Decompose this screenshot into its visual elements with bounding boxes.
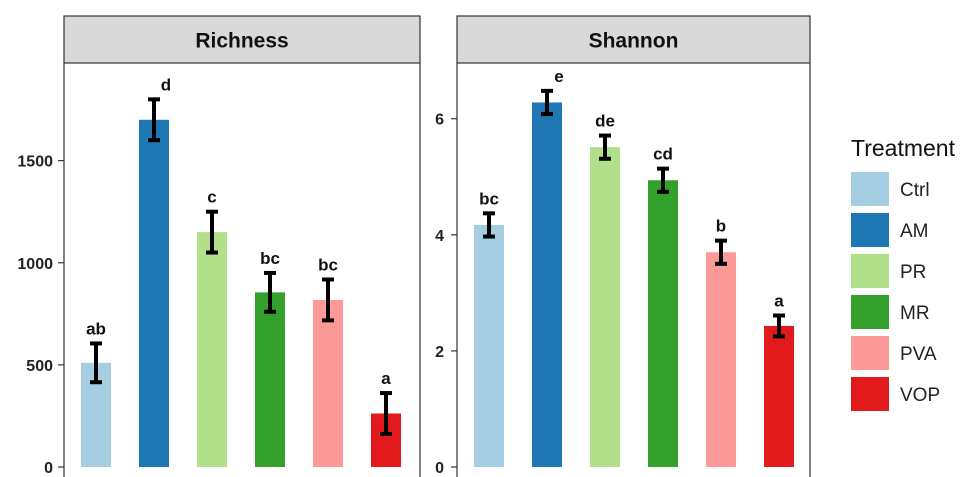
significance-letter: de	[595, 112, 615, 131]
legend-label: AM	[900, 221, 929, 242]
error-bar-mr	[264, 270, 276, 314]
significance-letter: bc	[318, 256, 338, 275]
legend-label: PR	[900, 262, 926, 283]
significance-letter: d	[161, 75, 171, 94]
legend-item-am: AM	[851, 213, 929, 247]
legend-label: Ctrl	[900, 180, 930, 201]
legend-swatch	[851, 254, 889, 288]
legend-swatch	[851, 213, 889, 247]
legend-swatch	[851, 172, 889, 206]
legend: Treatment Ctrl AM PR MR PVA VOP	[851, 135, 956, 411]
significance-letter: bc	[479, 189, 499, 208]
significance-letter: cd	[653, 145, 673, 164]
bar-am	[139, 119, 169, 468]
error-bar-pr	[206, 209, 218, 255]
legend-item-pr: PR	[851, 254, 926, 288]
significance-letter: ab	[86, 319, 106, 338]
error-bar-vop	[380, 391, 392, 436]
y-tick-label: 1500	[17, 154, 53, 171]
y-tick-label: 4	[435, 228, 444, 245]
facet-strip	[63, 15, 421, 64]
error-bar-pva	[715, 238, 727, 266]
panel-richness: Richness 0 500 1000 1500 ab d c bc bc a	[17, 15, 421, 477]
legend-title: Treatment	[851, 135, 956, 161]
legend-label: PVA	[900, 344, 937, 365]
facet-title: Richness	[195, 30, 288, 53]
error-bar-am	[148, 97, 160, 143]
error-bar-ctrl	[483, 211, 495, 239]
significance-letter: a	[381, 369, 391, 388]
legend-swatch	[851, 295, 889, 329]
significance-letter: a	[774, 292, 784, 311]
legend-items: Ctrl AM PR MR PVA VOP	[851, 172, 940, 411]
legend-label: VOP	[900, 385, 940, 406]
bar-mr	[648, 180, 678, 467]
legend-label: MR	[900, 303, 930, 324]
significance-letter: bc	[260, 249, 280, 268]
error-bar-am	[541, 88, 553, 117]
legend-swatch	[851, 336, 889, 370]
bar-mr	[255, 292, 285, 467]
y-tick-label: 2	[435, 344, 444, 361]
bar-vop	[764, 325, 794, 467]
facet-title: Shannon	[589, 30, 679, 53]
significance-letter: c	[207, 188, 216, 207]
significance-letter: b	[716, 217, 726, 236]
y-tick-label: 6	[435, 112, 444, 129]
bar-pva	[313, 299, 343, 467]
legend-swatch	[851, 377, 889, 411]
error-bar-ctrl	[90, 341, 102, 385]
error-bar-vop	[773, 313, 785, 339]
y-tick-label: 0	[44, 460, 53, 477]
legend-item-vop: VOP	[851, 377, 940, 411]
facet-strip	[456, 15, 811, 64]
y-tick-label: 1000	[17, 256, 53, 273]
y-tick-label: 0	[435, 460, 444, 477]
panel-shannon: Shannon 0 2 4 6 bc e de cd b a	[435, 15, 811, 477]
error-bar-pva	[322, 277, 334, 323]
bar-pr	[590, 147, 620, 467]
significance-letter: e	[554, 67, 563, 86]
bar-am	[532, 102, 562, 468]
error-bar-mr	[657, 166, 669, 194]
legend-item-ctrl: Ctrl	[851, 172, 930, 206]
legend-item-mr: MR	[851, 295, 930, 329]
bar-ctrl	[474, 224, 504, 467]
legend-item-pva: PVA	[851, 336, 937, 370]
bar-pr	[197, 232, 227, 467]
bar-pva	[706, 252, 736, 467]
y-tick-label: 500	[26, 358, 53, 375]
error-bar-pr	[599, 133, 611, 161]
